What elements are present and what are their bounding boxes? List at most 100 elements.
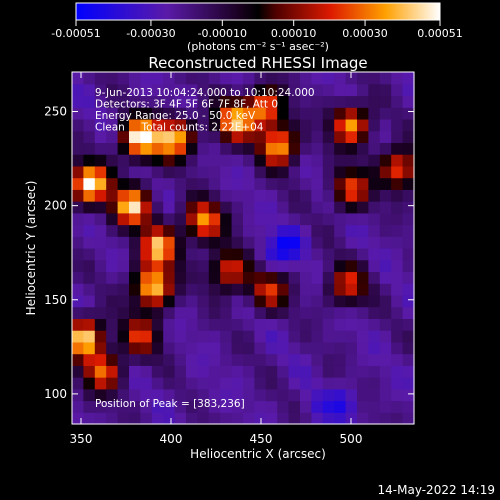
heatmap-cell <box>174 154 187 167</box>
heatmap-cell <box>186 306 198 319</box>
heatmap-cell <box>163 236 176 249</box>
heatmap-cell <box>83 330 96 343</box>
heatmap-cell <box>311 224 324 237</box>
heatmap-cell <box>117 130 130 143</box>
x-axis-label: Heliocentric X (arcsec) <box>190 447 326 461</box>
heatmap-cell <box>117 107 130 120</box>
heatmap-cell <box>357 236 369 249</box>
heatmap-cell <box>129 330 141 343</box>
heatmap-cell <box>151 107 164 120</box>
heatmap-cell <box>151 412 164 425</box>
x-tick-label: 350 <box>70 432 93 446</box>
heatmap-cell <box>106 259 119 273</box>
heatmap-cell <box>322 377 335 390</box>
heatmap-cell <box>174 353 187 366</box>
heatmap-cell <box>174 130 187 143</box>
heatmap-cell <box>231 130 244 143</box>
heatmap-cell <box>106 154 119 167</box>
heatmap-cell <box>72 294 84 308</box>
heatmap-cell <box>208 154 221 167</box>
heatmap-cell <box>334 83 347 97</box>
heatmap-cell <box>391 212 404 226</box>
heatmap-cell <box>231 412 244 425</box>
heatmap-cell <box>231 283 244 296</box>
heatmap-cell <box>265 341 278 355</box>
heatmap-cell <box>311 306 324 319</box>
heatmap-cell <box>334 165 347 179</box>
heatmap-cell <box>357 341 369 355</box>
heatmap-cell <box>186 118 198 132</box>
heatmap-cell <box>106 83 119 97</box>
heatmap-cell <box>72 283 84 296</box>
heatmap-cell <box>379 177 392 190</box>
heatmap-cell <box>277 177 290 190</box>
heatmap-cell <box>345 377 358 390</box>
heatmap-cell <box>368 142 381 155</box>
heatmap-cell <box>72 377 84 390</box>
heatmap-cell <box>243 259 255 273</box>
heatmap-cell <box>186 294 198 308</box>
heatmap-cell <box>334 412 347 425</box>
heatmap-cell <box>402 306 415 319</box>
heatmap-cell <box>174 107 187 120</box>
heatmap-cell <box>300 177 312 190</box>
heatmap-cell <box>208 294 221 308</box>
heatmap-cell <box>322 271 335 284</box>
heatmap-cell <box>334 177 347 190</box>
heatmap-cell <box>231 107 244 120</box>
heatmap-cell <box>311 107 324 120</box>
heatmap-cell <box>163 341 176 355</box>
heatmap-cell <box>300 154 312 167</box>
heatmap-cell <box>72 118 84 132</box>
heatmap-cell <box>220 283 233 296</box>
heatmap-cell <box>300 294 312 308</box>
heatmap-cell <box>368 353 381 366</box>
heatmap-cell <box>402 189 415 202</box>
heatmap-cell <box>368 95 381 108</box>
heatmap-cell <box>197 189 210 202</box>
heatmap-cell <box>83 306 96 319</box>
heatmap-cell <box>300 236 312 249</box>
heatmap-cell <box>140 177 153 190</box>
heatmap-cell <box>265 259 278 273</box>
heatmap-cell <box>94 189 107 202</box>
heatmap-cell <box>231 306 244 319</box>
heatmap-cell <box>345 165 358 179</box>
heatmap-cell <box>129 388 141 402</box>
heatmap-cell <box>277 341 290 355</box>
heatmap-cell <box>334 189 347 202</box>
heatmap-cell <box>231 95 244 108</box>
heatmap-cell <box>220 318 233 331</box>
heatmap-cell <box>322 95 335 108</box>
heatmap-cell <box>140 341 153 355</box>
heatmap-cell <box>391 400 404 413</box>
heatmap-cell <box>288 318 301 331</box>
heatmap-cell <box>129 107 141 120</box>
heatmap-cell <box>300 341 312 355</box>
heatmap-cell <box>391 189 404 202</box>
heatmap-cell <box>334 224 347 237</box>
heatmap-cell <box>72 271 84 284</box>
heatmap-cell <box>265 95 278 108</box>
heatmap-cell <box>94 177 107 190</box>
heatmap-cell <box>140 72 153 85</box>
heatmap-cell <box>277 377 290 390</box>
heatmap-cell <box>197 283 210 296</box>
heatmap-cell <box>357 165 369 179</box>
heatmap-cell <box>163 400 176 413</box>
heatmap-cell <box>106 248 119 261</box>
heatmap-cell <box>186 377 198 390</box>
heatmap-cell <box>174 72 187 85</box>
heatmap-cell <box>163 107 176 120</box>
heatmap-cell <box>106 165 119 179</box>
plot-frame <box>71 71 415 425</box>
heatmap-cell <box>106 236 119 249</box>
heatmap-cell <box>243 306 255 319</box>
heatmap-cell <box>220 224 233 237</box>
heatmap-cell <box>174 189 187 202</box>
heatmap-cell <box>265 154 278 167</box>
heatmap-cell <box>186 388 198 402</box>
heatmap-cell <box>322 412 335 425</box>
heatmap-cell <box>106 388 119 402</box>
heatmap-cell <box>402 377 415 390</box>
